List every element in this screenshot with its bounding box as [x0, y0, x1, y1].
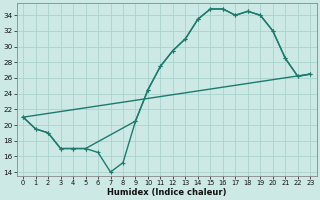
X-axis label: Humidex (Indice chaleur): Humidex (Indice chaleur) [107, 188, 227, 197]
